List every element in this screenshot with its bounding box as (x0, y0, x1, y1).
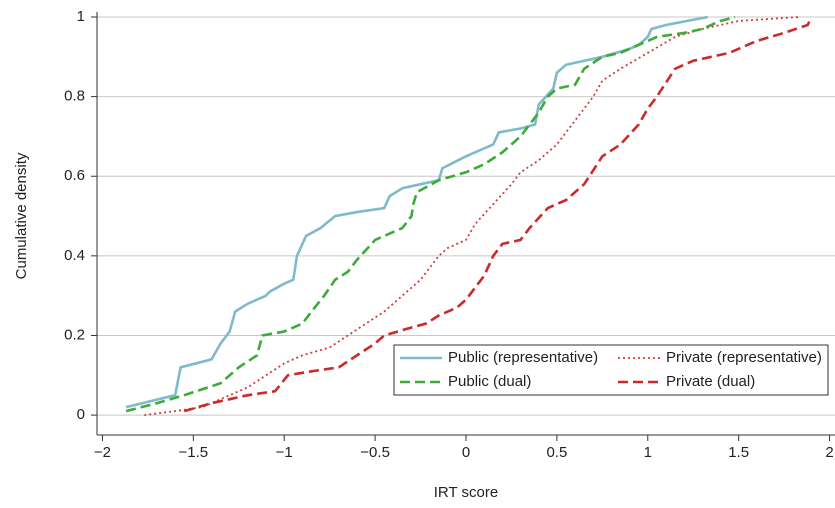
y-tick-label: 1 (77, 8, 85, 25)
x-tick-label: 0.5 (546, 444, 567, 461)
legend-label: Public (representative) (448, 349, 598, 366)
x-tick-label: 1.5 (728, 444, 749, 461)
line (125, 15, 709, 409)
y-tick-label: 0.8 (64, 88, 85, 105)
y-axis-label: Cumulative density (13, 152, 30, 279)
x-tick-label: 1 (644, 444, 652, 461)
x-tick-label: −0.5 (360, 444, 390, 461)
legend-label: Public (dual) (448, 373, 531, 390)
legend-label: Private (representative) (666, 349, 822, 366)
legend-box (393, 344, 829, 396)
y-tick-label: 0.2 (64, 326, 85, 343)
y-tick-label: 0.4 (64, 247, 85, 264)
y-tick-label: 0 (77, 406, 85, 423)
x-tick-label: 2 (825, 444, 833, 461)
x-axis-label: IRT score (434, 484, 498, 501)
line (125, 15, 736, 413)
line (144, 16, 799, 416)
x-tick-label: −1.5 (179, 444, 209, 461)
x-tick-label: 0 (462, 444, 470, 461)
line (183, 16, 813, 413)
legend-label: Private (dual) (666, 373, 755, 390)
y-tick-label: 0.6 (64, 167, 85, 184)
x-tick-label: −2 (94, 444, 111, 461)
x-tick-label: −1 (276, 444, 293, 461)
